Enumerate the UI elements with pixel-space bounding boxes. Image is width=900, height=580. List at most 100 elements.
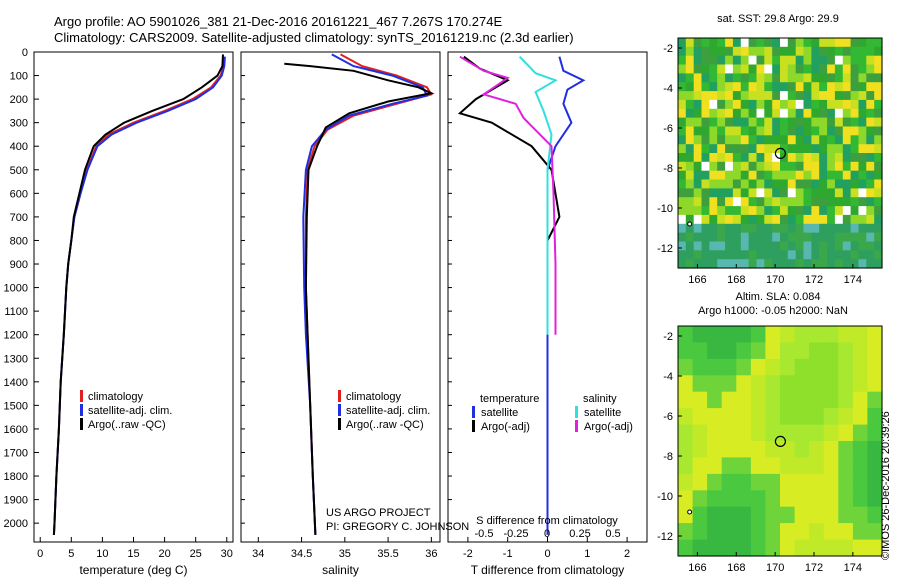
- map-cell: [678, 170, 687, 181]
- map-cell: [756, 259, 765, 269]
- map-cell: [765, 358, 781, 376]
- series-line-climatology: [304, 53, 433, 535]
- map-cell: [809, 523, 825, 541]
- map-cell: [866, 144, 875, 154]
- map-cell: [717, 206, 726, 216]
- map-cell: [795, 64, 805, 74]
- map-cell: [725, 197, 734, 207]
- map-cell: [823, 506, 839, 524]
- map-cell: [685, 108, 695, 119]
- y-tick-label: 1800: [4, 471, 28, 483]
- map-cell: [701, 161, 710, 172]
- map-cell: [842, 197, 852, 207]
- map-cell: [787, 232, 797, 242]
- map-cell: [678, 46, 687, 57]
- map-cell: [866, 117, 875, 127]
- map-cell: [866, 179, 875, 189]
- map-cell: [685, 117, 695, 127]
- map-cell: [842, 241, 852, 251]
- map-cell: [717, 126, 726, 136]
- map-cell: [874, 38, 883, 48]
- map-cell: [709, 223, 718, 234]
- map-cell: [842, 126, 852, 136]
- map-cell: [748, 206, 757, 216]
- map-cell: [709, 99, 718, 110]
- map-cell: [717, 99, 726, 110]
- map-cell: [858, 126, 867, 136]
- map-cell: [736, 358, 752, 376]
- map-cell: [678, 144, 687, 154]
- map-cell: [772, 46, 781, 57]
- map-cell: [858, 82, 867, 92]
- plot-title-line1: Argo profile: AO 5901026_381 21-Dec-2016…: [54, 14, 503, 29]
- map-x-tick-label: 172: [805, 562, 823, 574]
- map-cell: [842, 64, 852, 74]
- map-cell: [867, 408, 883, 426]
- map-cell: [732, 99, 742, 110]
- map-y-tick-label: -6: [663, 123, 673, 135]
- map-cell: [772, 38, 781, 48]
- map-cell: [794, 424, 810, 442]
- map-cell: [858, 223, 867, 234]
- map-cell: [874, 206, 883, 216]
- map-cell: [736, 523, 752, 541]
- x-axis-label: salinity: [322, 563, 359, 577]
- map-cell: [850, 153, 859, 163]
- map-cell: [740, 38, 750, 48]
- map-cell: [834, 197, 844, 207]
- map-cell: [803, 161, 812, 172]
- map-cell: [858, 170, 867, 181]
- map-cell: [685, 46, 695, 57]
- map-cell: [819, 214, 828, 225]
- map-cell: [772, 214, 781, 225]
- map-cell: [764, 259, 773, 269]
- map-cell: [819, 144, 828, 154]
- map-cell: [701, 91, 710, 101]
- map-cell: [707, 408, 723, 426]
- map-cell: [858, 46, 867, 57]
- map-cell: [717, 108, 726, 119]
- map-cell: [811, 161, 820, 172]
- map-cell: [678, 214, 687, 225]
- map-cell: [721, 490, 737, 508]
- map-cell: [803, 126, 812, 136]
- map-cell: [678, 38, 687, 48]
- map-cell: [717, 82, 726, 92]
- map-cell: [866, 232, 875, 242]
- map-cell: [678, 473, 694, 491]
- map-cell: [852, 391, 869, 409]
- map-cell: [678, 153, 687, 163]
- map-cell: [834, 64, 844, 74]
- map-cell: [764, 153, 773, 163]
- map-cell: [794, 457, 810, 475]
- map-cell: [795, 259, 805, 269]
- map-cell: [685, 82, 695, 92]
- map-cell: [732, 91, 742, 101]
- map-cell: [772, 250, 781, 260]
- x-tick-label: 34.5: [291, 548, 312, 560]
- map-cell: [701, 179, 710, 189]
- map-cell: [736, 375, 752, 393]
- map-cell: [732, 161, 742, 172]
- map-cell: [756, 108, 765, 119]
- map-cell: [809, 391, 825, 409]
- map-cell: [685, 197, 695, 207]
- map-cell: [874, 126, 883, 136]
- map-cell: [756, 153, 765, 163]
- annotation-line: PI: GREGORY C. JOHNSON: [326, 521, 469, 533]
- x-tick-label: 36: [425, 548, 437, 560]
- map-cell: [780, 153, 789, 163]
- map-cell: [874, 55, 883, 66]
- map-cell: [765, 506, 781, 524]
- map-cell: [858, 73, 867, 83]
- map-cell: [756, 135, 765, 145]
- map-cell: [725, 108, 734, 119]
- map-cell: [685, 126, 695, 136]
- map-cell: [823, 358, 839, 376]
- y-tick-label: 400: [10, 141, 28, 153]
- map-cell: [874, 91, 883, 101]
- map-cell: [701, 135, 710, 145]
- map-cell: [725, 206, 734, 216]
- map-cell: [721, 424, 737, 442]
- map-cell: [787, 206, 797, 216]
